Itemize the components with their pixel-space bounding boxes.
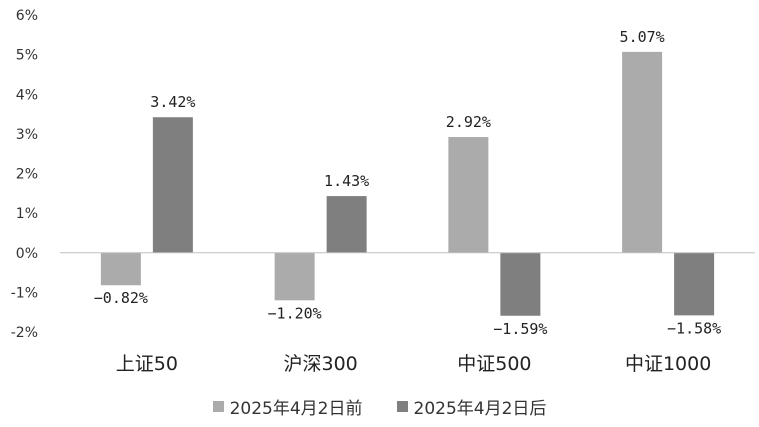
bar-1-2	[274, 252, 315, 301]
legend: 2025年4月2日前 2025年4月2日后	[0, 394, 759, 419]
legend-label: 2025年4月2日前	[229, 399, 363, 419]
y-tick-label: 0%	[16, 246, 38, 262]
legend-item-series-1: 2025年4月2日前	[212, 394, 363, 419]
y-tick-label: 5%	[16, 48, 38, 64]
y-tick-label: -2%	[11, 325, 38, 341]
data-label: −1.58%	[667, 319, 721, 337]
legend-label: 2025年4月2日后	[413, 399, 547, 419]
x-category-label: 中证1000	[625, 353, 711, 375]
x-category-label: 沪深300	[283, 353, 357, 375]
y-tick-label: 3%	[16, 127, 38, 143]
bar-1-3	[448, 137, 489, 253]
data-label: −1.20%	[268, 304, 322, 322]
legend-swatch	[396, 401, 408, 412]
bar-2-3	[500, 252, 541, 316]
data-label: 1.43%	[324, 172, 369, 190]
y-tick-label: -1%	[11, 285, 38, 301]
bar-2-1	[152, 117, 193, 253]
data-label: −0.82%	[94, 289, 148, 307]
bar-2-4	[674, 252, 715, 316]
x-axis: 上证50 沪深300 中证500 中证1000	[116, 353, 712, 375]
x-category-label: 上证50	[116, 353, 178, 375]
data-label: 3.42%	[150, 93, 195, 111]
bar-1-1	[100, 252, 141, 286]
bar-1-4	[622, 51, 663, 253]
data-labels: −0.82% 3.42% −1.20% 1.43% 2.92% −1.59% 5.07% −1…	[94, 28, 721, 338]
bars	[100, 51, 715, 316]
data-label: 5.07%	[620, 28, 665, 46]
legend-item-series-2: 2025年4月2日后	[396, 394, 547, 419]
y-tick-label: 1%	[16, 206, 38, 222]
y-tick-label: 6%	[16, 8, 38, 24]
y-tick-label: 4%	[16, 87, 38, 103]
legend-swatch	[212, 401, 224, 412]
data-label: 2.92%	[446, 113, 491, 131]
data-label: −1.59%	[493, 320, 547, 338]
y-axis: 6% 5% 4% 3% 2% 1% 0% -1% -2%	[11, 8, 38, 341]
x-category-label: 中证500	[457, 353, 531, 375]
bar-2-2	[326, 196, 367, 253]
y-tick-label: 2%	[16, 167, 38, 183]
